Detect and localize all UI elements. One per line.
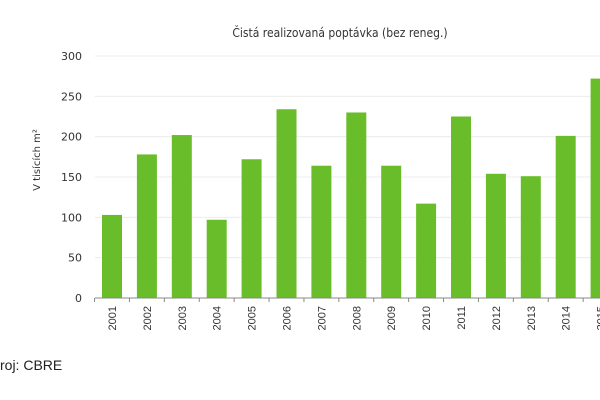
bar-2007 xyxy=(311,165,332,298)
bar-2014 xyxy=(555,135,576,298)
x-tick-label: 2002 xyxy=(142,306,154,330)
bar-2012 xyxy=(485,173,506,298)
bar-2002 xyxy=(136,154,157,298)
bar-2004 xyxy=(206,219,227,298)
bar-2013 xyxy=(520,176,541,298)
y-tick-label: 200 xyxy=(61,131,82,144)
chart-title: Čistá realizovaná poptávka (bez reneg.) xyxy=(232,25,447,40)
y-tick-label: 150 xyxy=(61,171,82,184)
x-tick-label: 2003 xyxy=(177,306,189,330)
bar-2009 xyxy=(381,165,402,298)
y-tick-label: 50 xyxy=(68,252,82,265)
bar-2006 xyxy=(276,109,297,299)
bar-2010 xyxy=(416,203,437,298)
x-tick-label: 2012 xyxy=(491,306,503,330)
x-tick-label: 2005 xyxy=(247,306,259,330)
x-tick-label: 2010 xyxy=(421,306,433,330)
x-tick-label: 2011 xyxy=(456,306,468,330)
bar-2003 xyxy=(171,135,192,298)
bar-2005 xyxy=(241,159,262,298)
x-tick-label: 2015 xyxy=(596,306,600,330)
y-tick-label: 0 xyxy=(75,292,82,305)
y-tick-label: 100 xyxy=(61,211,82,224)
x-tick-label: 2001 xyxy=(107,306,119,330)
y-tick-label: 250 xyxy=(61,90,82,103)
bar-2015 xyxy=(590,78,600,298)
y-axis-label: V tisících m² xyxy=(31,129,43,191)
source-note: roj: CBRE xyxy=(0,357,63,373)
x-tick-label: 2014 xyxy=(561,306,573,330)
x-tick-label: 2008 xyxy=(351,306,363,330)
x-tick-label: 2009 xyxy=(386,306,398,330)
y-tick-label: 300 xyxy=(61,50,82,63)
x-tick-label: 2006 xyxy=(282,306,294,330)
bar-2008 xyxy=(346,112,367,298)
x-tick-label: 2013 xyxy=(526,306,538,330)
bar-2001 xyxy=(102,214,122,298)
x-tick-label: 2007 xyxy=(316,306,328,330)
bar-2011 xyxy=(451,116,471,298)
x-tick-label: 2004 xyxy=(212,306,224,330)
